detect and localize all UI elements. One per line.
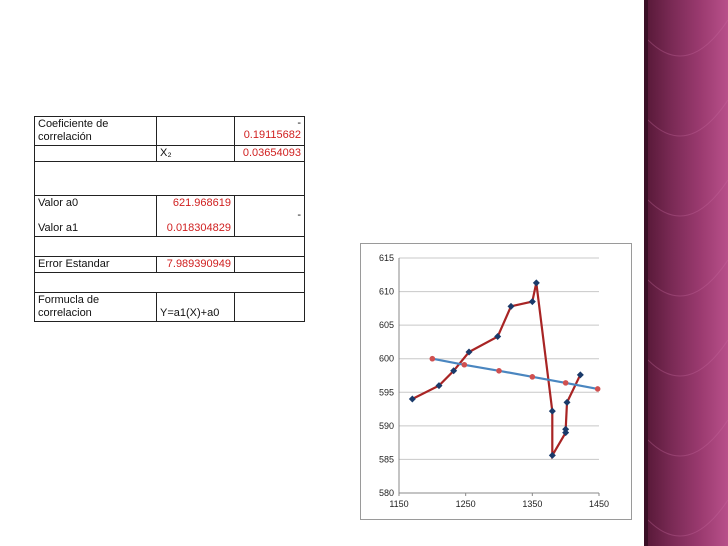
y-tick-label: 595 — [379, 387, 394, 397]
y-tick-label: 615 — [379, 253, 394, 263]
observed-point — [435, 382, 443, 390]
table-row: X₂ 0.03654093 — [34, 145, 305, 162]
fit-point — [496, 368, 502, 374]
table-row: Valor a0 Valor a1 621.968619 0.018304829… — [34, 195, 305, 237]
empty-cell — [234, 161, 305, 196]
empty-cell — [34, 161, 157, 196]
fit-point — [461, 361, 468, 368]
x2-label: X₂ — [160, 147, 172, 159]
coef-value-cell: - 0.19115682 — [234, 116, 305, 146]
observed-point — [562, 425, 570, 433]
side-band-edge — [644, 0, 648, 546]
scatter-chart: 580 585 590 595 600 605 610 615 1150 1250 1350 1450 — [379, 253, 609, 509]
y-tick-label: 580 — [379, 488, 394, 498]
observed-point — [548, 451, 556, 459]
empty-cell — [156, 236, 235, 257]
formula-value-cell: Y=a1(X)+a0 — [156, 292, 235, 322]
err-label-cell: Error Estandar — [34, 256, 157, 273]
y-tick-label: 605 — [379, 320, 394, 330]
table-row: Formucla de correlacion Y=a1(X)+a0 — [34, 292, 305, 322]
table-row — [34, 161, 305, 196]
x2-label-cell: X₂ — [156, 145, 235, 162]
x-tick-label: 1450 — [589, 499, 609, 509]
y-tick-label: 610 — [379, 287, 394, 297]
table-row: Coeficiente de correlación - 0.19115682 — [34, 116, 305, 146]
a0-label: Valor a0 — [38, 197, 79, 209]
stats-table: Coeficiente de correlación - 0.19115682 … — [34, 116, 305, 322]
fit-point — [529, 374, 536, 380]
empty-cell — [234, 256, 305, 273]
a0-value: 621.968619 — [172, 197, 231, 209]
empty-cell — [34, 145, 157, 162]
x2-value: 0.03654093 — [242, 147, 301, 159]
table-row — [34, 272, 305, 293]
a1-value: 0.018304829 — [166, 222, 231, 234]
observed-point — [450, 367, 458, 375]
empty-cell — [34, 236, 157, 257]
observed-point — [563, 398, 571, 406]
a1-dash: - — [297, 209, 301, 221]
coef-dash: - — [297, 117, 301, 129]
x2-value-cell: 0.03654093 — [234, 145, 305, 162]
observed-point — [532, 279, 540, 287]
series-observed-line — [411, 282, 582, 460]
empty-cell — [156, 272, 235, 293]
fit-point — [429, 355, 436, 362]
empty-cell — [34, 272, 157, 293]
observed-point — [528, 298, 536, 306]
observed-point — [465, 348, 473, 356]
observed-point — [494, 333, 502, 341]
observed-point — [507, 302, 515, 310]
a1-dash-cell: - — [234, 195, 305, 237]
err-value: 7.989390949 — [166, 258, 231, 270]
empty-cell — [234, 272, 305, 293]
chart-frame: 580 585 590 595 600 605 610 615 1150 1250 1350 1450 — [360, 243, 632, 520]
table-row — [34, 236, 305, 257]
y-tick-label: 600 — [379, 354, 394, 364]
err-value-cell: 7.989390949 — [156, 256, 235, 273]
a0-a1-value-cell: 621.968619 0.018304829 — [156, 195, 235, 237]
coef-value: 0.19115682 — [243, 129, 301, 141]
a1-label: Valor a1 — [38, 222, 79, 234]
series-fit-line — [432, 357, 598, 390]
coef-label-cell: Coeficiente de correlación — [34, 116, 157, 146]
empty-cell — [156, 116, 235, 146]
x-tick-label: 1150 — [389, 499, 408, 509]
a0-label-cell: Valor a0 Valor a1 — [34, 195, 157, 237]
y-tick-label: 590 — [379, 421, 394, 431]
coef-label-line1: Coeficiente de — [38, 118, 109, 130]
coef-label-line2: correlación — [38, 131, 92, 143]
fit-point — [562, 380, 569, 386]
table-row: Error Estandar 7.989390949 — [34, 256, 305, 273]
decorative-side-band — [648, 0, 728, 546]
observed-point — [408, 395, 416, 403]
empty-cell — [234, 292, 305, 322]
x-tick-label: 1350 — [522, 499, 542, 509]
empty-cell — [156, 161, 235, 196]
x-tick-label: 1250 — [456, 499, 476, 509]
formula-label-cell: Formucla de correlacion — [34, 292, 157, 322]
y-tick-label: 585 — [379, 454, 394, 464]
band-pattern — [648, 19, 728, 537]
err-label: Error Estandar — [38, 258, 110, 270]
formula-label-line2: correlacion — [38, 307, 92, 319]
fit-point — [594, 386, 601, 392]
observed-point — [548, 407, 556, 415]
empty-cell — [234, 236, 305, 257]
formula-value: Y=a1(X)+a0 — [160, 307, 220, 319]
observed-point — [576, 371, 584, 379]
formula-label-line1: Formucla de — [38, 294, 100, 306]
